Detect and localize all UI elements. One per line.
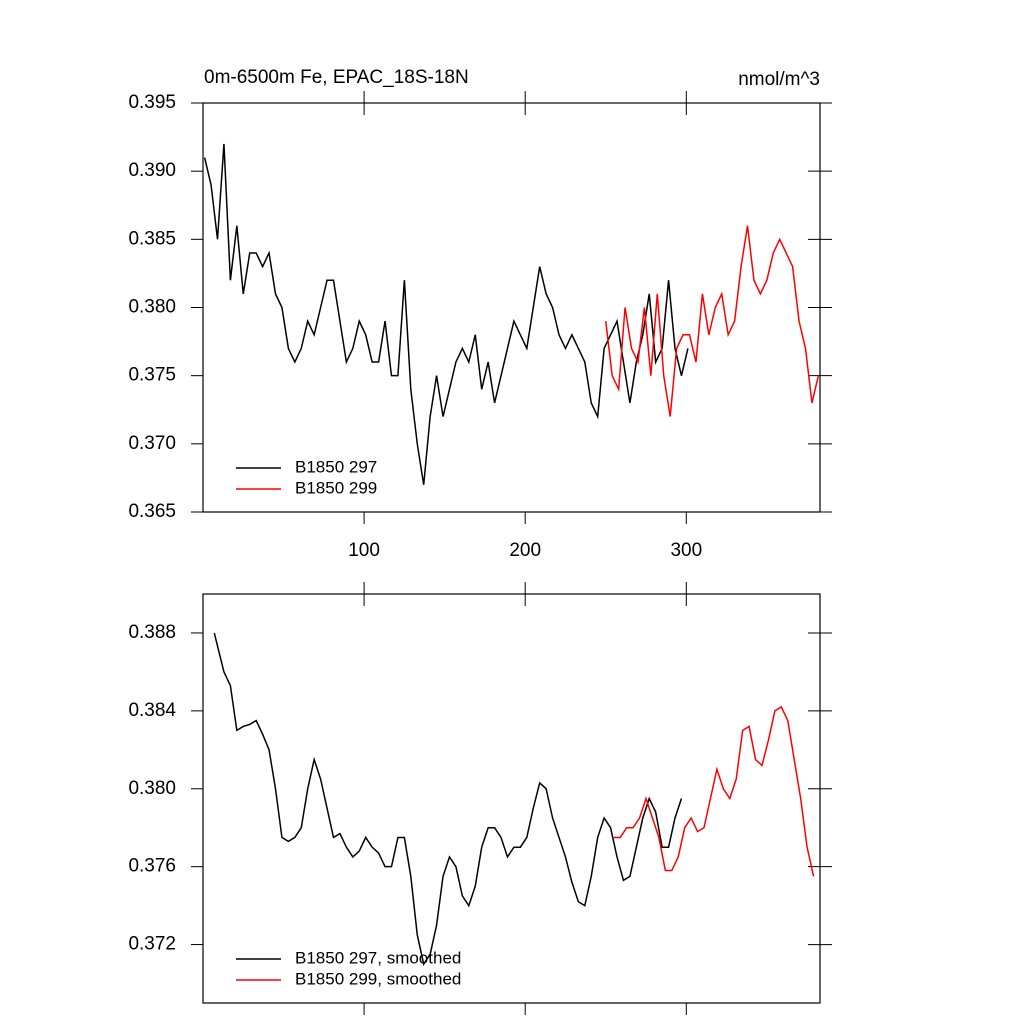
plot-frame [202,102,821,513]
y-tick-label: 0.395 [128,92,176,113]
series-line [213,632,683,966]
chart-title: 0m-6500m Fe, EPAC_18S-18N [204,67,469,88]
y-tick-label: 0.372 [128,934,176,955]
plot-frame [202,593,821,1004]
y-tick-label: 0.370 [128,433,176,454]
legend-label: B1850 297, smoothed [295,948,461,967]
legend-label: B1850 299 [295,478,377,497]
y-tick-label: 0.365 [128,501,176,522]
legend-label: B1850 297 [295,457,377,476]
y-tick-label: 0.388 [128,622,176,643]
y-tick-label: 0.390 [128,160,176,181]
y-tick-label: 0.375 [128,365,176,386]
legend-label: B1850 299, smoothed [295,969,461,988]
y-tick-label: 0.384 [128,700,176,721]
y-tick-label: 0.380 [128,778,176,799]
x-tick-label: 200 [509,540,541,561]
y-tick-label: 0.376 [128,856,176,877]
series-line [203,143,689,485]
x-tick-label: 100 [348,540,380,561]
series-line [604,225,820,417]
units-label: nmol/m^3 [738,69,820,90]
y-tick-label: 0.380 [128,297,176,318]
x-tick-label: 300 [670,540,702,561]
y-tick-label: 0.385 [128,228,176,249]
series-line [613,705,815,877]
